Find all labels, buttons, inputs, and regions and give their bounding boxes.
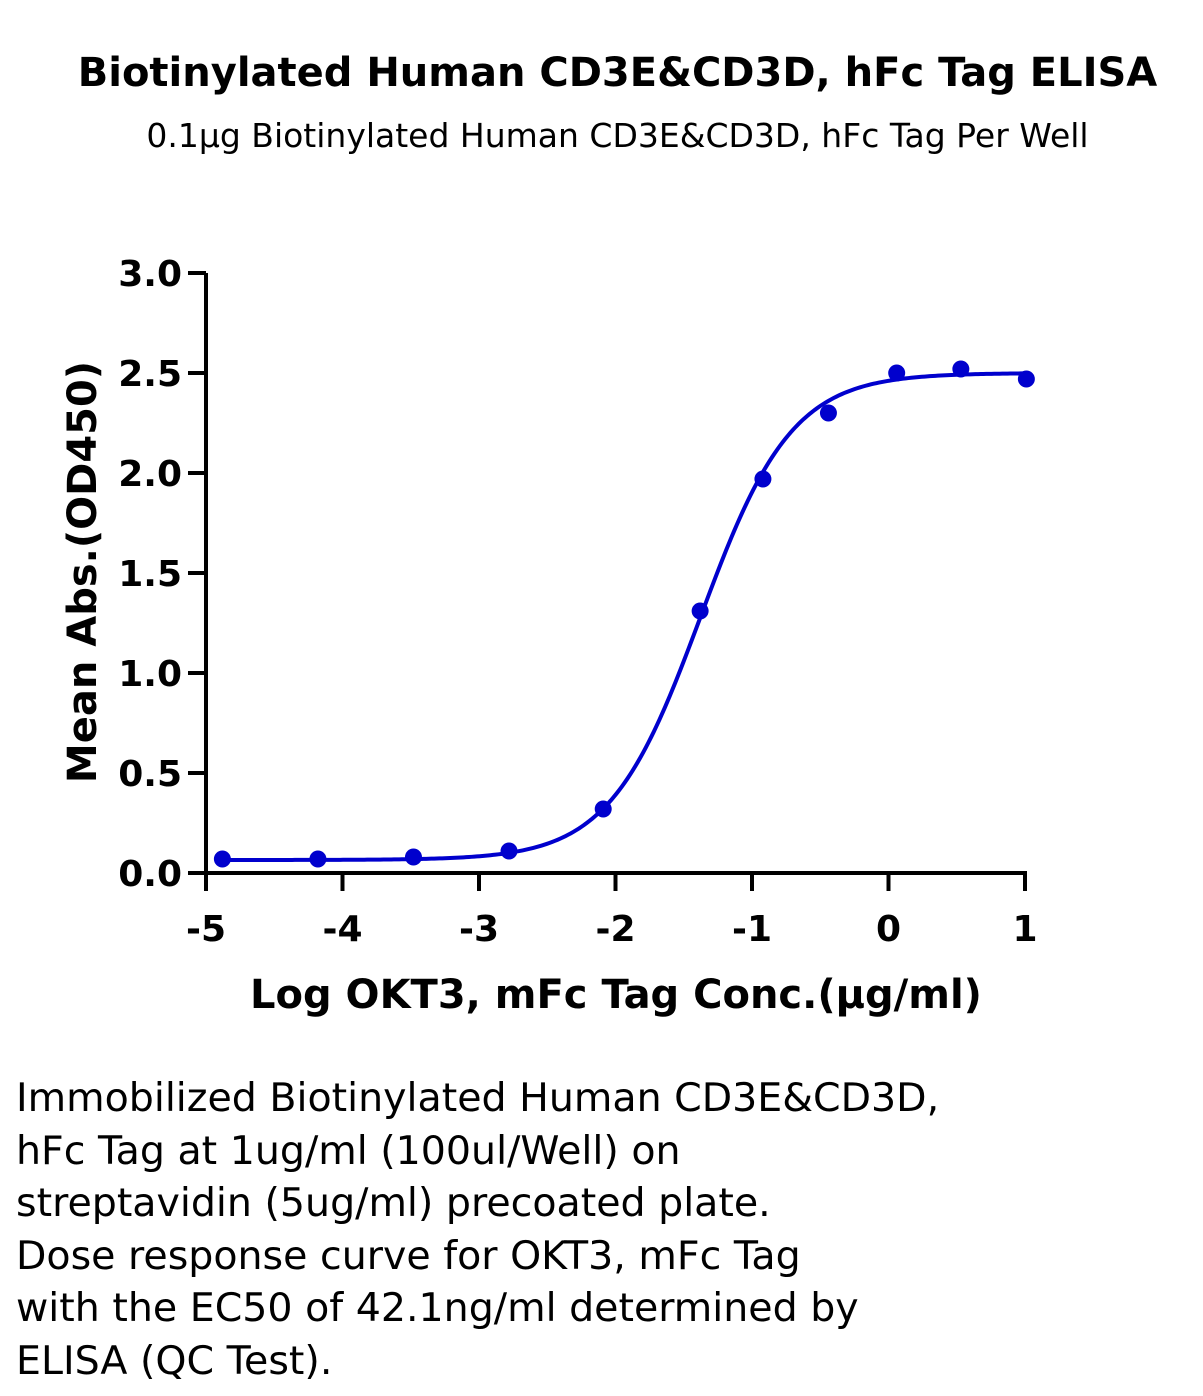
chart-title: Biotinylated Human CD3E&CD3D, hFc Tag EL… — [77, 50, 1158, 96]
x-tick-label: -5 — [186, 909, 226, 950]
data-point — [754, 470, 772, 488]
data-point — [819, 404, 837, 422]
data-point — [888, 364, 906, 382]
x-tick-label: -4 — [323, 909, 363, 950]
y-tick-label: 2.5 — [118, 354, 182, 395]
fit-curve — [222, 371, 1027, 862]
axes — [204, 273, 1027, 875]
x-axis-ticks: -5 -4 -3 -2 -1 0 1 — [186, 873, 1038, 950]
caption-line: Immobilized Biotinylated Human CD3E&CD3D… — [16, 1075, 940, 1121]
caption-line: hFc Tag at 1ug/ml (100ul/Well) on — [16, 1127, 681, 1174]
data-point — [1017, 370, 1035, 388]
data-point — [500, 842, 518, 860]
data-point — [404, 848, 422, 866]
caption: Immobilized Biotinylated Human CD3E&CD3D… — [16, 1072, 1186, 1387]
data-point — [594, 800, 612, 818]
data-point — [952, 360, 970, 378]
y-tick-label: 0.5 — [118, 754, 182, 795]
x-tick-label: 1 — [1012, 909, 1037, 950]
y-axis-ticks: 0.0 0.5 1.0 1.5 2.0 2.5 3.0 — [118, 254, 206, 895]
elisa-dose-response-chart: 0.0 0.5 1.0 1.5 2.0 2.5 3.0 -5 -4 -3 -2 -1 0 1 Mean … — [60, 254, 1038, 1018]
caption-line: streptavidin (5ug/ml) precoated plate. — [16, 1180, 771, 1226]
x-axis-label: Log OKT3, mFc Tag Conc.(μg/ml) — [250, 972, 982, 1018]
x-tick-label: -1 — [732, 909, 772, 950]
x-tick-label: -3 — [459, 909, 499, 950]
x-tick-label: 0 — [876, 909, 901, 950]
data-point — [213, 850, 231, 868]
y-tick-label: 0.0 — [118, 854, 182, 895]
data-point — [691, 602, 709, 620]
y-tick-label: 1.5 — [118, 554, 182, 595]
caption-line: Dose response curve for OKT3, mFc Tag — [16, 1232, 801, 1279]
caption-line: ELISA (QC Test). — [16, 1337, 333, 1384]
chart-subtitle: 0.1μg Biotinylated Human CD3E&CD3D, hFc … — [146, 116, 1089, 155]
data-points — [213, 360, 1035, 868]
y-tick-label: 3.0 — [118, 254, 182, 295]
data-point — [309, 850, 327, 868]
y-axis-label: Mean Abs.(OD450) — [60, 361, 106, 783]
y-tick-label: 2.0 — [118, 454, 182, 495]
y-tick-label: 1.0 — [118, 654, 182, 695]
caption-line: with the EC50 of 42.1ng/ml determined by — [16, 1285, 859, 1331]
x-tick-label: -2 — [596, 909, 636, 950]
